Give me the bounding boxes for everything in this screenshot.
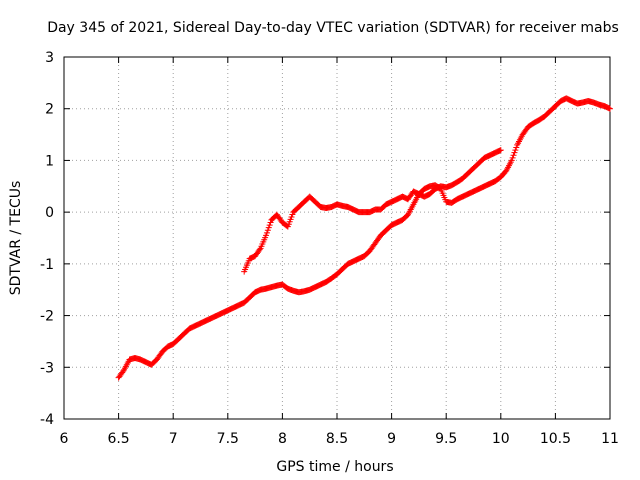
data-point-fill: [120, 368, 127, 375]
y-axis-label: SDTVAR / TECUs: [8, 181, 24, 296]
y-tick-label: -2: [40, 309, 54, 325]
x-tick-label: 6.5: [107, 431, 129, 447]
data-point-fill: [510, 152, 517, 159]
x-axis-label: GPS time / hours: [276, 459, 393, 475]
data-point-fill: [256, 246, 263, 253]
data-point: [263, 232, 270, 239]
x-tick-label: 11: [601, 431, 619, 447]
series-2: [241, 147, 504, 275]
y-tick-label: -1: [40, 257, 54, 273]
x-tick-labels: 6 6.5 7 7.5 8 8.5 9 9.5 10 10.5 11: [60, 431, 619, 447]
data-point-fill: [512, 147, 519, 154]
x-tick-label: 7.5: [217, 431, 239, 447]
data-point-fill: [266, 222, 273, 229]
x-tick-label: 8.5: [326, 431, 348, 447]
data-point-fill: [263, 229, 270, 236]
y-tick-label: 2: [45, 102, 54, 118]
data-point: [497, 147, 504, 154]
y-tick-label: 1: [45, 153, 54, 169]
data-point-fill: [264, 227, 271, 234]
x-tick-label: 6: [60, 431, 69, 447]
x-tick-label: 10: [492, 431, 510, 447]
axis-ticks: [63, 56, 611, 420]
data-point: [607, 105, 613, 112]
data-point: [508, 157, 515, 164]
x-tick-label: 9.5: [435, 431, 457, 447]
x-tick-label: 8: [278, 431, 287, 447]
data-point-fill: [267, 219, 274, 226]
series-1: [115, 95, 613, 381]
x-tick-label: 10.5: [540, 431, 571, 447]
x-tick-label: 9: [387, 431, 396, 447]
data-point-fill: [265, 224, 272, 231]
chart-title: Day 345 of 2021, Sidereal Day-to-day VTE…: [47, 20, 619, 36]
y-tick-label: -3: [40, 360, 54, 376]
x-tick-label: 7: [169, 431, 178, 447]
data-point-fill: [513, 144, 520, 151]
y-tick-label: 3: [45, 50, 54, 66]
data-point-fill: [511, 149, 518, 156]
y-tick-label: -4: [40, 412, 54, 428]
y-tick-labels: -4 -3 -2 -1 0 1 2 3: [40, 50, 54, 428]
y-tick-label: 0: [45, 205, 54, 221]
data-point-fill: [509, 154, 516, 161]
chart-grid: [64, 57, 610, 419]
series-layer: [115, 95, 613, 381]
